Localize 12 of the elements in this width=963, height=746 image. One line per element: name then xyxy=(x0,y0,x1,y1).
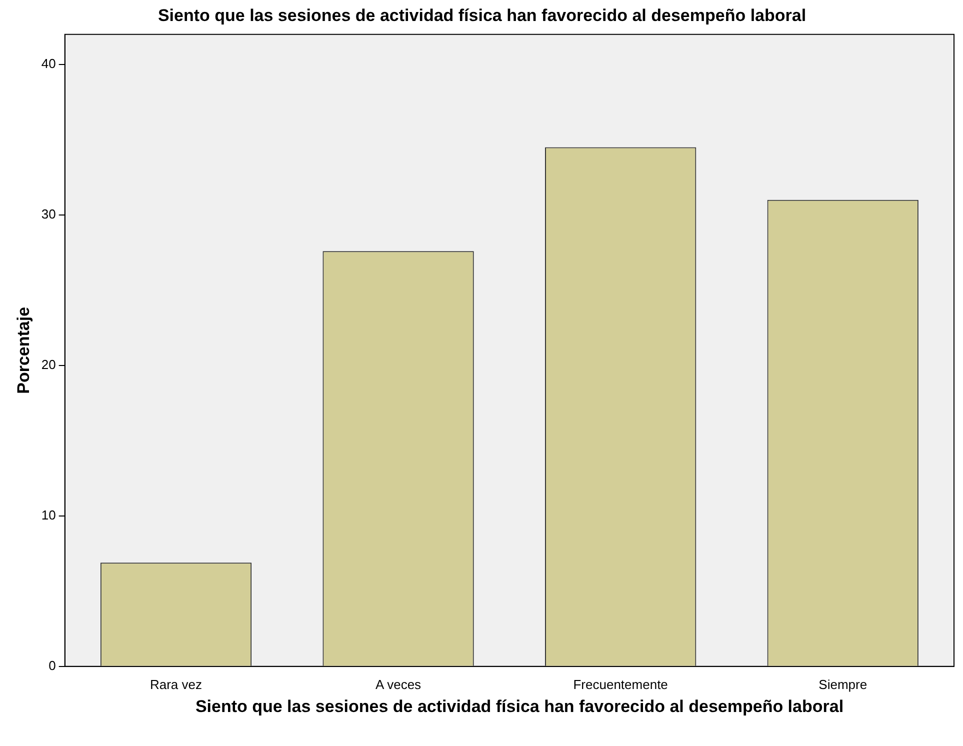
y-tick-label: 20 xyxy=(41,357,56,372)
chart-title: Siento que las sesiones de actividad física han favorecido al desempeño laboral xyxy=(158,6,806,25)
y-tick-label: 40 xyxy=(41,56,56,72)
y-axis-title: Porcentaje xyxy=(14,306,33,394)
x-tick-label: Rara vez xyxy=(150,676,202,692)
y-tick-label: 10 xyxy=(41,508,56,522)
y-tick-label: 0 xyxy=(48,658,56,673)
x-axis-title: Siento que las sesiones de actividad física han favorecido al desempeño laboral xyxy=(194,697,845,716)
y-tick-label: 30 xyxy=(41,206,56,222)
x-tick-label: A veces xyxy=(376,676,422,692)
x-tick-label: Siempre xyxy=(818,676,868,692)
x-tick-label: Frecuentemente xyxy=(573,676,668,692)
